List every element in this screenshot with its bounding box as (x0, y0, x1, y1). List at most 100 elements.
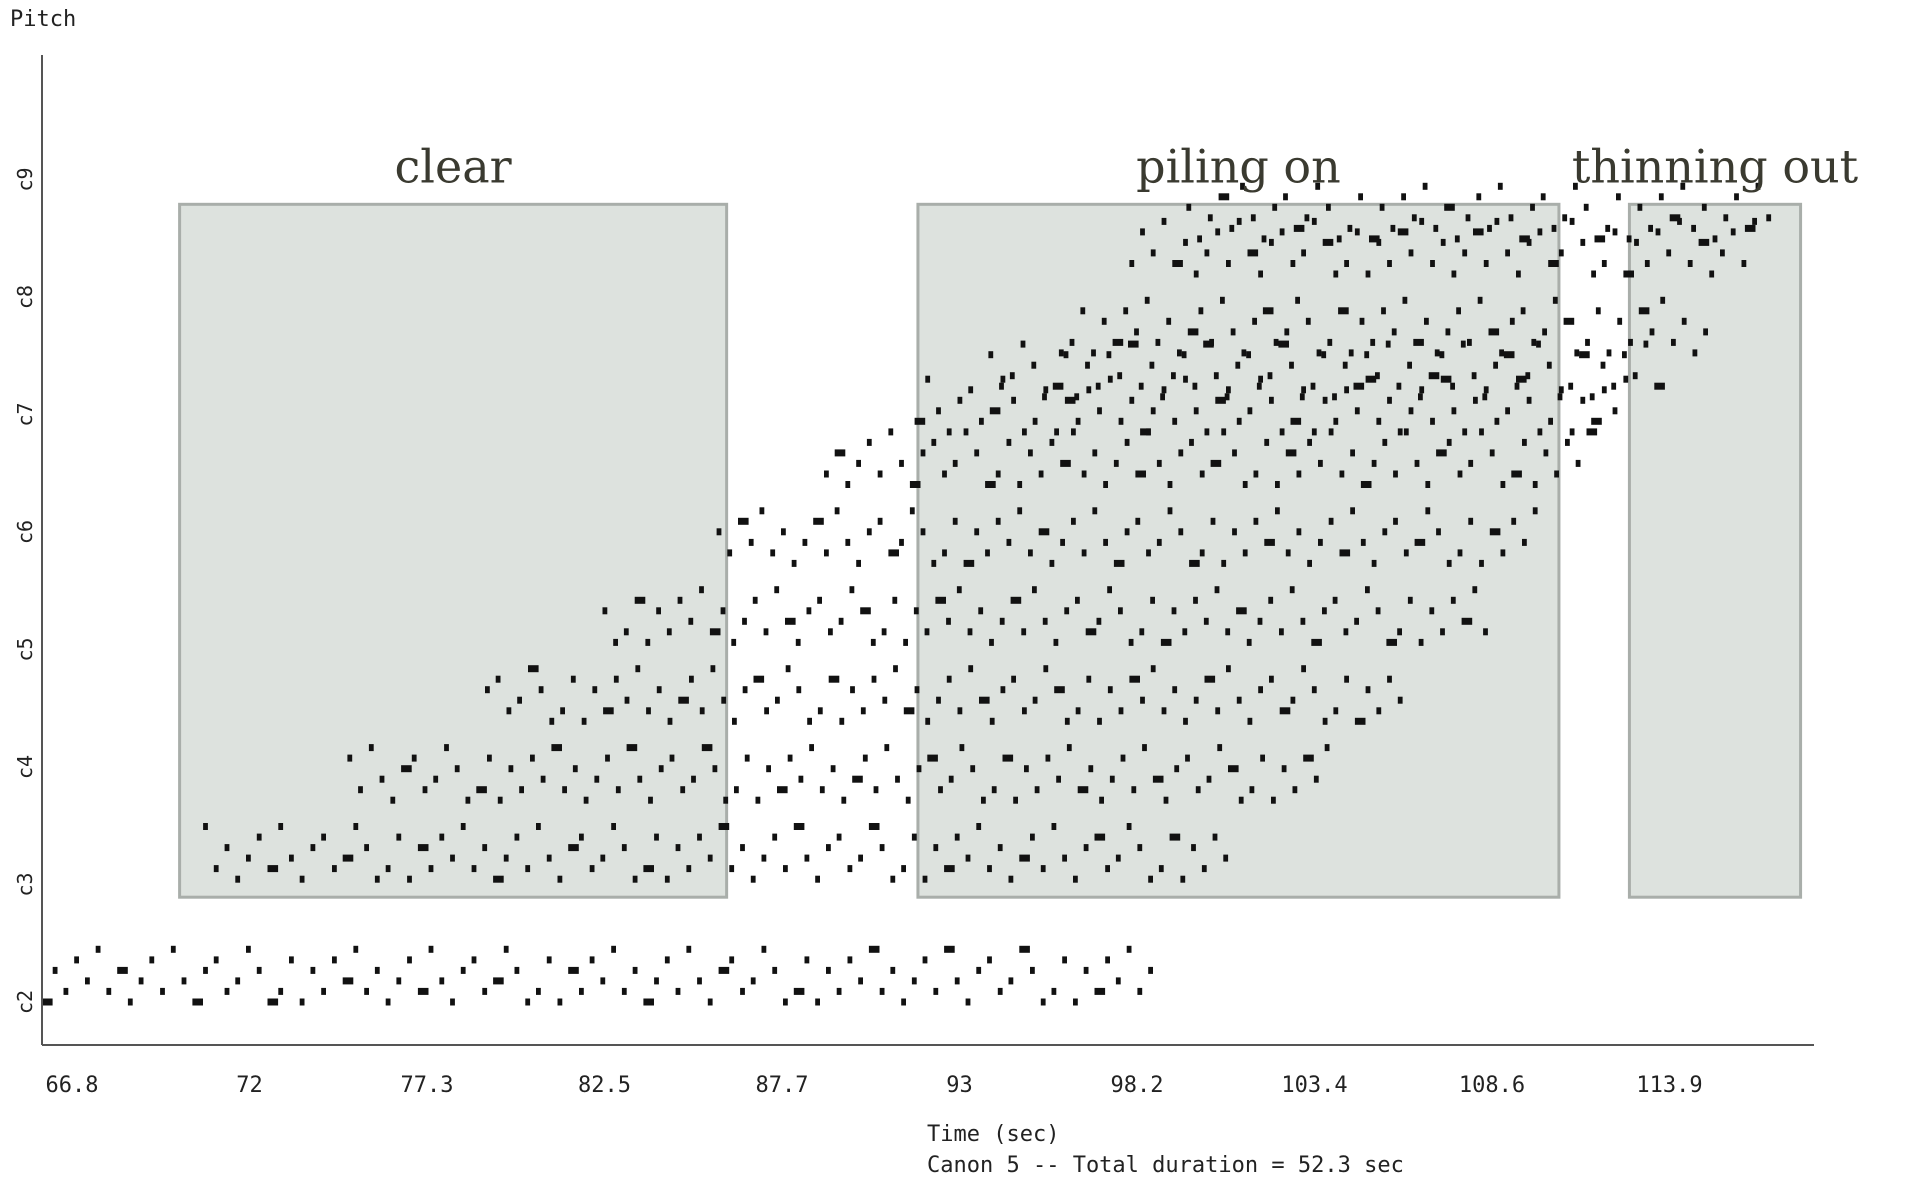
note-mark (549, 717, 555, 725)
note-mark (1342, 361, 1348, 369)
note-mark (1483, 386, 1489, 394)
note-mark (772, 966, 778, 974)
note-mark (1703, 328, 1708, 336)
note-mark (1134, 328, 1139, 336)
note-mark (192, 998, 203, 1006)
note-mark (594, 775, 600, 783)
note-mark (396, 833, 402, 841)
note-mark (1430, 260, 1435, 267)
note-mark (632, 966, 638, 974)
note-mark (850, 686, 855, 694)
note-mark (979, 417, 984, 425)
note-mark (1391, 328, 1397, 336)
note-mark (1709, 270, 1715, 278)
note-mark (785, 617, 796, 625)
note-mark (1321, 351, 1327, 359)
note-mark (1589, 393, 1595, 401)
note-mark (1414, 459, 1420, 467)
note-mark (536, 823, 541, 830)
note-mark (916, 765, 922, 773)
note-mark (1032, 417, 1038, 425)
note-mark (1371, 559, 1377, 567)
note-mark (310, 966, 316, 974)
note-mark (1313, 775, 1319, 783)
note-mark (1095, 382, 1101, 390)
note-mark (1215, 707, 1221, 715)
note-mark (1053, 638, 1059, 646)
x-tick-label: 66.8 (46, 1073, 99, 1098)
note-mark (729, 956, 735, 964)
note-mark (997, 844, 1003, 852)
note-mark (1489, 528, 1501, 536)
note-mark (793, 823, 805, 830)
note-mark (1193, 596, 1198, 604)
note-mark (1030, 833, 1035, 841)
note-mark (1171, 607, 1177, 615)
note-mark (957, 396, 963, 404)
note-mark (1531, 338, 1537, 346)
note-mark (710, 665, 716, 673)
note-mark (965, 854, 971, 862)
note-mark (933, 987, 939, 995)
note-mark (931, 438, 937, 446)
note-mark (963, 428, 969, 436)
note-mark (1060, 459, 1071, 467)
note-mark (686, 865, 692, 873)
note-mark (856, 559, 861, 567)
note-mark (856, 459, 861, 467)
note-mark (750, 875, 756, 883)
note-mark (1755, 182, 1761, 190)
note-mark (1073, 875, 1078, 883)
note-mark (718, 966, 730, 974)
note-mark (1451, 407, 1457, 415)
note-mark (540, 775, 546, 783)
note-mark (1150, 596, 1155, 604)
note-mark (1301, 249, 1306, 257)
note-mark (1350, 449, 1355, 457)
note-mark (1214, 586, 1220, 594)
tick-labels: 66.8 72 77.3 82.5 87.7 93 98.2 103.4 108.6 113.9 c… (13, 167, 1703, 1098)
note-mark (957, 707, 963, 715)
note-mark (936, 696, 941, 704)
note-mark (1054, 428, 1059, 436)
note-mark (909, 507, 915, 515)
note-mark (1413, 338, 1424, 346)
note-mark (804, 854, 810, 862)
note-mark (1103, 481, 1108, 488)
note-mark (1228, 765, 1239, 773)
note-mark (1766, 214, 1772, 222)
note-mark (1371, 459, 1377, 467)
note-mark (879, 987, 885, 995)
note-mark (1557, 393, 1563, 401)
note-mark (838, 617, 844, 625)
note-mark (615, 786, 621, 794)
note-mark (1236, 417, 1242, 425)
note-mark (1436, 528, 1441, 536)
note-mark (439, 977, 445, 985)
note-mark (1365, 686, 1371, 694)
note-mark (1081, 549, 1087, 557)
note-mark (944, 945, 955, 953)
note-mark (1558, 249, 1564, 257)
note-mark (1083, 844, 1089, 852)
note-mark (1497, 182, 1503, 190)
x-axis-label: Time (sec) (927, 1122, 1059, 1147)
note-mark (1397, 428, 1403, 436)
note-mark (1586, 428, 1598, 436)
note-mark (396, 977, 402, 985)
note-mark (1049, 559, 1055, 567)
note-mark (1242, 549, 1248, 557)
note-mark (1594, 235, 1606, 243)
note-mark (1126, 823, 1132, 830)
note-mark (914, 686, 920, 694)
note-mark (989, 638, 994, 646)
note-mark (938, 786, 943, 794)
note-mark (1008, 875, 1014, 883)
note-mark (732, 717, 737, 725)
highlight-regions (178, 202, 1803, 899)
note-mark (1483, 628, 1488, 636)
note-mark (1585, 338, 1590, 346)
note-mark (1210, 459, 1222, 467)
note-mark (1201, 865, 1207, 873)
